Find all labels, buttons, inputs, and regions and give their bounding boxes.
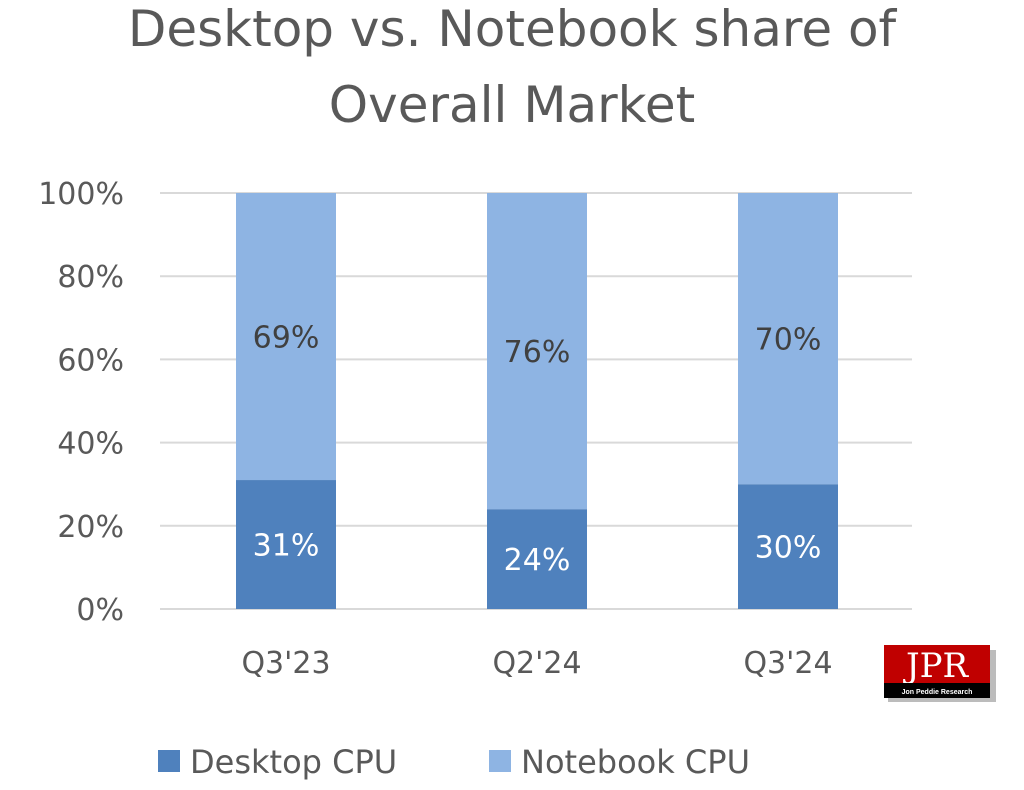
- chart-title-line-1: Desktop vs. Notebook share of: [128, 0, 898, 58]
- chart-title: Desktop vs. Notebook share of Overall Ma…: [128, 0, 898, 134]
- data-label: 70%: [755, 323, 822, 358]
- y-tick-label: 40%: [57, 427, 124, 462]
- data-label: 31%: [253, 529, 320, 564]
- bars: 31% 69% 24% 76% 30% 70%: [236, 193, 838, 609]
- jpr-logo-subtext: Jon Peddie Research: [902, 689, 973, 696]
- data-label: 76%: [504, 335, 571, 370]
- x-category-label: Q3'24: [743, 646, 832, 681]
- legend-label: Desktop CPU: [190, 743, 397, 781]
- y-tick-label: 60%: [57, 343, 124, 378]
- y-axis-ticks: 0% 20% 40% 60% 80% 100%: [38, 177, 124, 628]
- jpr-logo: JPR Jon Peddie Research: [884, 645, 996, 702]
- legend-swatch: [158, 750, 180, 772]
- y-tick-label: 80%: [57, 260, 124, 295]
- bar-segment-desktop: [487, 509, 587, 609]
- x-category-label: Q3'23: [241, 646, 330, 681]
- x-axis-categories: Q3'23 Q2'24 Q3'24: [241, 646, 832, 681]
- y-tick-label: 20%: [57, 510, 124, 545]
- y-tick-label: 0%: [76, 593, 124, 628]
- bar-segment-desktop: [236, 480, 336, 609]
- legend-label: Notebook CPU: [521, 743, 750, 781]
- bar-segment-notebook: [487, 193, 587, 510]
- bar-segment-desktop: [738, 484, 838, 609]
- data-label: 24%: [504, 543, 571, 578]
- x-category-label: Q2'24: [492, 646, 581, 681]
- y-tick-label: 100%: [38, 177, 124, 212]
- legend: Desktop CPU Notebook CPU: [158, 743, 750, 781]
- jpr-logo-text: JPR: [903, 646, 970, 686]
- bar-segment-notebook: [738, 193, 838, 485]
- data-label: 30%: [755, 531, 822, 566]
- chart-title-line-2: Overall Market: [329, 76, 695, 134]
- legend-swatch: [489, 750, 511, 772]
- bar-segment-notebook: [236, 193, 336, 481]
- data-label: 69%: [253, 321, 320, 356]
- jpr-logo-background: [884, 645, 990, 683]
